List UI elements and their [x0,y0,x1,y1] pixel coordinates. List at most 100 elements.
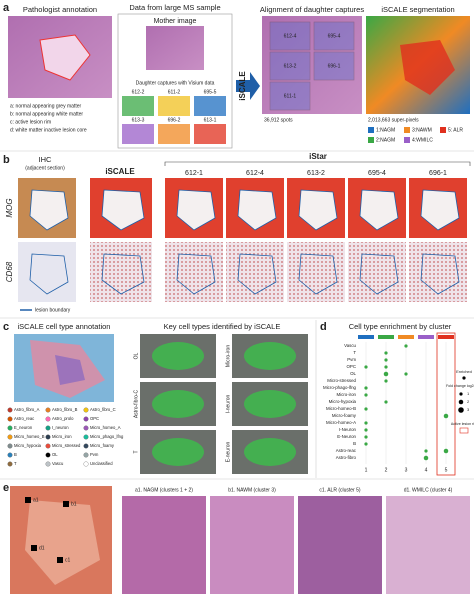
x-tick-label: 5 [445,467,448,473]
legend-swatch [83,416,89,422]
lesion-boundary [298,189,338,231]
y-tick-label: B [353,441,356,446]
marker-label: c1 [65,557,71,563]
legend-dot [458,399,464,405]
legend-label: 1:NAGM [376,127,395,133]
legend-swatch [83,443,89,449]
tile-outline [269,81,311,111]
key-label: I-neuron [225,394,231,413]
box [117,13,233,149]
label: Mother image [154,18,197,25]
legend-dot [462,376,466,380]
histology-image [122,496,206,594]
legend-label: Astro_fibro_A [14,407,40,412]
tile-outline [313,21,355,51]
legend-label: c: active lesion rim [10,119,51,125]
legend-label: b: normal appearing white matter [10,111,83,117]
image-title: b1. NAWM (cluster 3) [228,487,276,493]
legend-box [459,427,469,434]
sample-label: 696-1 [429,170,447,177]
legend-swatch [7,452,13,458]
panel-label: c [3,321,9,333]
dot [443,448,449,454]
legend-swatch [83,425,89,431]
legend-label: 4:WMILC [412,137,433,143]
y-tick-label: Micro-homeo-B [326,406,356,411]
legend-label: Vascu [52,461,64,466]
image [287,242,345,302]
legend-swatch [83,434,89,440]
tile-image [194,124,226,144]
dot [364,442,368,446]
legend-label: Micro_hypoxia [14,443,42,448]
lesion-boundary [176,189,216,231]
header: IHC [39,155,53,164]
image [165,242,223,302]
legend-label: Pvm [90,452,99,457]
y-tick-label: I-Neuron [339,427,357,432]
cluster-bar [378,335,394,339]
panel-label: d [320,321,327,333]
tile-label: 613-3 [132,117,145,123]
tile-outline [313,51,355,81]
y-tick-label: OPC [346,364,356,369]
key-label: E-neuron [225,442,231,463]
panel-b: b IHC (adjacent section) iSCALE iStar 61… [0,150,474,313]
sample-label: 695-4 [368,170,386,177]
key-label: Micro-iron [225,345,231,367]
region [244,390,296,418]
marker [57,557,63,563]
legend-label: 2 [467,399,470,404]
y-tick-label: Micro-phago-lfng [323,385,357,390]
legend-label: Astro_prolo [52,416,74,421]
tile-label: 611-1 [284,93,297,99]
legend-title: Enriched [456,369,472,374]
region [244,438,296,466]
legend-swatch [368,137,374,143]
tile-image [158,96,190,116]
lesion-boundary [101,189,145,231]
panel-e: e a1 b1 c1 d1 a1. NAGM (clusters 1 + 2) b1. N… [0,478,474,594]
row-label: CD68 [5,261,14,282]
histology-image [386,496,470,594]
image [18,242,76,302]
tile-label: 696-1 [328,63,341,69]
y-tick-label: Micro-foamy [332,413,357,418]
y-tick-label: Micro-stressed [327,378,356,383]
tile-outline [269,51,311,81]
legend-label: Astro_fibro_C [90,407,116,412]
legend-title: Fold change log2(x+1) [446,384,474,388]
tile-label: 612-2 [132,89,145,95]
region [152,342,204,370]
y-tick-label: E-Neuron [337,434,356,439]
tile-image [158,124,190,144]
legend-label: Micro_phago_lfng [90,434,124,439]
sample-label: 613-2 [307,170,325,177]
legend-swatch [83,452,89,458]
lesion-boundary [359,189,399,231]
lesion-outline [39,34,91,81]
panel-d: d Cell type enrichment by cluster 1 2 3 4 5 V… [315,320,474,478]
title: Cell type enrichment by cluster [349,322,452,331]
title: Key cell types identified by iSCALE [164,322,281,331]
y-tick-label: Astro-fibro [336,455,357,460]
dot [384,400,388,404]
dot [384,358,388,362]
legend-dot [458,407,464,413]
marker [25,497,31,503]
legend-label: Micro_homeo_A [90,425,121,430]
region [55,355,85,385]
lesion-boundary [237,189,277,231]
histology-image [210,496,294,594]
image [90,242,152,302]
dot [404,344,408,348]
tile-image [122,124,154,144]
marker [63,501,69,507]
x-tick-label: 2 [385,467,388,473]
marker [31,545,37,551]
mother-image [146,26,204,70]
cluster-bar [438,335,454,339]
legend-title: Active lesion rim [451,422,474,426]
dot [364,421,368,425]
